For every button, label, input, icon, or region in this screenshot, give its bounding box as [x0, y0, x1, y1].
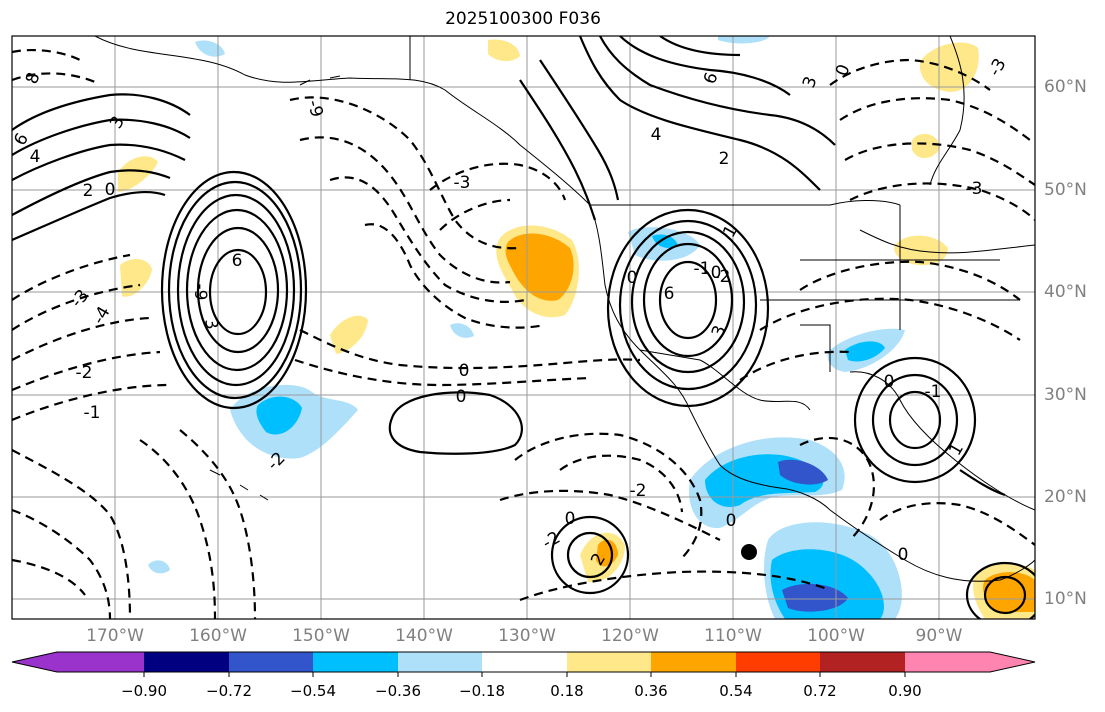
lon-label-110w: 110°W [704, 626, 762, 646]
positive-anomaly-region [330, 315, 368, 354]
positive-anomaly-region [894, 235, 948, 266]
positive-anomaly-region [505, 233, 574, 301]
colorbar-tick-label: −0.90 [121, 682, 167, 700]
colorbar-segment [398, 652, 482, 672]
lat-label-40n: 40°N [1044, 282, 1087, 302]
contour-label: 0 [105, 180, 116, 200]
colorbar-tick-label: 0.72 [803, 682, 837, 700]
contour-label: 0 [456, 387, 467, 407]
colorbar-segment [57, 652, 144, 672]
colorbar-segment [736, 652, 820, 672]
negative-anomaly-region [148, 560, 170, 574]
lon-label-90w: 90°W [915, 626, 963, 646]
contour-label: -1 [84, 403, 101, 423]
map-frame [11, 35, 1036, 620]
contour-label: -3 [454, 173, 471, 193]
colorbar-segment [313, 652, 398, 672]
colorbar-segment [482, 652, 567, 672]
colorbar-tick-label: 0.18 [550, 682, 584, 700]
contour-label: 0 [884, 372, 895, 392]
contour-label: -2 [714, 267, 731, 287]
contour-label: 0 [459, 361, 470, 381]
lon-label-140w: 140°W [395, 626, 453, 646]
negative-contours [12, 48, 1035, 619]
colorbar [11, 651, 1036, 677]
colorbar-outline [11, 651, 1036, 673]
lon-label-120w: 120°W [601, 626, 659, 646]
colorbar-segment [905, 652, 990, 672]
contour-label: 4 [651, 125, 662, 145]
negative-anomaly-region [450, 323, 474, 338]
contour-label: 0 [565, 509, 576, 529]
lon-label-150w: 150°W [292, 626, 350, 646]
negative-anomaly-region [256, 396, 302, 435]
negative-anomaly-region [718, 36, 770, 44]
colorbar-segment [651, 652, 736, 672]
contour-label: 0 [726, 511, 737, 531]
location-marker [741, 544, 757, 560]
lat-label-30n: 30°N [1044, 385, 1087, 405]
colorbar-tick-label: −0.54 [290, 682, 336, 700]
colorbar-tick-label: −0.72 [206, 682, 252, 700]
contour-label: 2 [719, 149, 730, 169]
contour-label: -1 [694, 259, 711, 279]
contour-label: -9 [303, 98, 327, 120]
colorbar-segment [229, 652, 313, 672]
contour-label: 0 [711, 263, 722, 283]
positive-anomaly-region [118, 156, 158, 192]
contour-label: 0 [627, 268, 638, 288]
contour-label: 3 [200, 317, 222, 331]
map-title: 2025100300 F036 [445, 9, 601, 29]
contour-label: -2 [630, 481, 647, 501]
negative-anomaly-region [782, 583, 848, 612]
negative-anomaly-region [652, 234, 678, 248]
positive-anomaly-region [912, 133, 940, 159]
lat-label-10n: 10°N [1044, 589, 1087, 609]
contour-label: -1 [925, 382, 942, 402]
contour-label: 6 [232, 251, 243, 271]
positive-anomaly-region [919, 42, 979, 92]
positive-anomaly-region [488, 39, 520, 62]
negative-anomaly-region [845, 341, 885, 362]
contour-label: 0 [898, 545, 909, 565]
colorbar-extend-max [990, 652, 1035, 672]
colorbar-segment [820, 652, 905, 672]
positive-contours [12, 36, 1035, 619]
colorbar-tick-label: −0.18 [459, 682, 505, 700]
colorbar-extend-min [12, 652, 57, 672]
contour-label: 2 [83, 181, 94, 201]
lon-label-170w: 170°W [86, 626, 144, 646]
lat-label-60n: 60°N [1044, 77, 1087, 97]
contour-label: -3 [966, 179, 983, 199]
colorbar-tick-label: 0.54 [719, 682, 753, 700]
shaded-fields [118, 36, 1035, 619]
contour-label: 6 [664, 284, 675, 304]
colorbar-segment [144, 652, 229, 672]
lon-label-160w: 160°W [189, 626, 247, 646]
contour-label: 4 [30, 147, 41, 167]
colorbar-tick-label: 0.90 [888, 682, 922, 700]
negative-anomaly-region [778, 459, 828, 485]
lat-label-50n: 50°N [1044, 180, 1087, 200]
lon-label-100w: 100°W [807, 626, 865, 646]
colorbar-segment [567, 652, 651, 672]
lat-label-20n: 20°N [1044, 487, 1087, 507]
colorbar-tick-label: −0.36 [375, 682, 421, 700]
lon-label-130w: 130°W [498, 626, 556, 646]
colorbar-tick-label: 0.36 [634, 682, 668, 700]
contour-label: -2 [76, 363, 93, 383]
contour-label: -9 [190, 284, 210, 301]
positive-anomaly-region [983, 572, 1035, 612]
